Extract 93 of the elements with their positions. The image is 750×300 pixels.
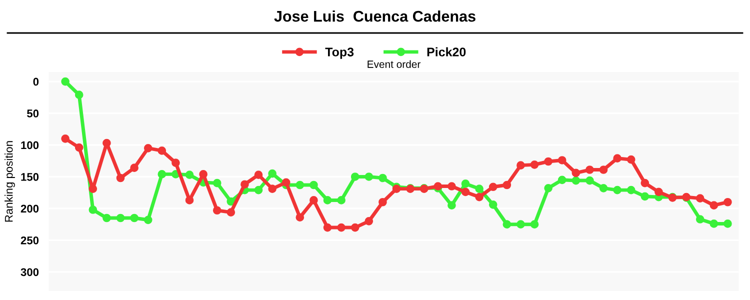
point: [102, 214, 111, 222]
point: [130, 214, 138, 222]
point: [475, 192, 484, 202]
point: [350, 223, 360, 232]
point: [613, 154, 622, 162]
point: [654, 188, 663, 196]
point: [158, 146, 166, 155]
point: [364, 172, 374, 181]
point: [296, 213, 304, 222]
point: [640, 192, 650, 201]
point: [74, 143, 84, 152]
point: [254, 186, 263, 194]
point: [185, 196, 194, 204]
point: [696, 194, 704, 202]
point: [461, 180, 470, 188]
chart-title: Jose Luis Cuenca Cadenas: [274, 10, 476, 22]
y-tick-label: 50: [27, 110, 39, 118]
point: [226, 197, 236, 206]
x-axis-title: Event order: [368, 60, 421, 68]
point: [530, 220, 539, 229]
point: [502, 220, 512, 229]
point: [74, 90, 84, 100]
point: [268, 184, 276, 193]
point: [61, 134, 70, 143]
point: [572, 168, 580, 178]
point: [599, 166, 608, 174]
point: [448, 182, 456, 190]
point: [337, 223, 346, 232]
point: [544, 157, 552, 166]
point: [544, 184, 552, 192]
point: [61, 77, 70, 86]
point: [448, 201, 456, 210]
point: [337, 196, 346, 204]
point: [102, 138, 111, 148]
point: [310, 180, 318, 190]
point: [530, 160, 539, 169]
y-tick-label: 300: [20, 268, 39, 276]
point: [144, 144, 152, 152]
point: [640, 178, 650, 188]
point: [172, 158, 180, 167]
point: [378, 174, 387, 182]
point: [144, 216, 152, 224]
point: [199, 170, 208, 178]
point: [696, 215, 704, 224]
point: [572, 176, 580, 185]
point: [116, 174, 125, 182]
point: [212, 178, 222, 188]
point: [724, 198, 732, 206]
point: [475, 184, 484, 193]
point: [88, 206, 98, 214]
point: [516, 161, 525, 170]
point: [310, 196, 318, 204]
point: [323, 223, 332, 232]
point: [282, 178, 290, 187]
point: [116, 214, 125, 222]
y-tick-label: 150: [21, 173, 39, 181]
point: [502, 180, 512, 190]
y-tick-label: 100: [21, 141, 39, 150]
point: [268, 169, 276, 178]
point: [724, 220, 732, 228]
point: [558, 156, 566, 164]
point: [710, 201, 718, 210]
point: [626, 155, 636, 164]
y-tick-label: 200: [20, 204, 39, 213]
point: [364, 217, 374, 226]
point: [240, 180, 249, 189]
point: [626, 186, 636, 194]
legend-label: Pick20: [427, 47, 466, 56]
point: [350, 172, 360, 181]
point: [516, 220, 525, 229]
point: [254, 170, 263, 179]
point: [586, 176, 594, 185]
point: [488, 182, 498, 192]
point: [88, 184, 98, 193]
point: [488, 200, 498, 209]
legend-label: Top3: [325, 48, 354, 59]
point: [130, 164, 138, 172]
point: [185, 170, 194, 179]
point: [599, 184, 608, 192]
point: [378, 198, 387, 206]
point: [461, 188, 470, 196]
point: [613, 186, 622, 194]
y-tick-label: 250: [20, 236, 39, 244]
point: [212, 206, 222, 215]
y-axis-title: Ranking position: [4, 141, 15, 222]
y-tick-label: 0: [33, 78, 39, 86]
point: [558, 176, 566, 184]
point: [710, 220, 718, 228]
point: [226, 208, 236, 216]
point: [296, 180, 304, 190]
point: [586, 166, 594, 174]
point: [158, 170, 166, 178]
point: [323, 196, 332, 204]
